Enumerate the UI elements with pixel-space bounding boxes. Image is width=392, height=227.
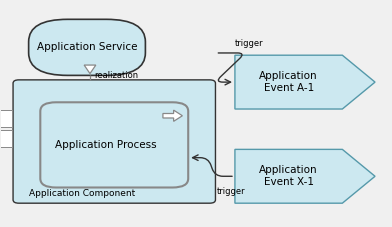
- FancyBboxPatch shape: [0, 130, 11, 147]
- FancyBboxPatch shape: [0, 110, 11, 127]
- Text: trigger: trigger: [235, 39, 263, 49]
- Polygon shape: [235, 55, 375, 109]
- FancyBboxPatch shape: [29, 19, 145, 75]
- FancyBboxPatch shape: [40, 102, 188, 188]
- Text: Application
Event X-1: Application Event X-1: [260, 165, 318, 187]
- Polygon shape: [235, 149, 375, 203]
- Text: realization: realization: [94, 71, 138, 80]
- Text: Application Component: Application Component: [29, 189, 135, 197]
- FancyBboxPatch shape: [13, 80, 216, 203]
- Text: Application
Event A-1: Application Event A-1: [260, 71, 318, 93]
- Text: Application Process: Application Process: [54, 140, 156, 150]
- Text: Application Service: Application Service: [37, 42, 137, 52]
- Polygon shape: [84, 65, 96, 74]
- Text: trigger: trigger: [217, 188, 245, 197]
- Polygon shape: [163, 110, 182, 121]
